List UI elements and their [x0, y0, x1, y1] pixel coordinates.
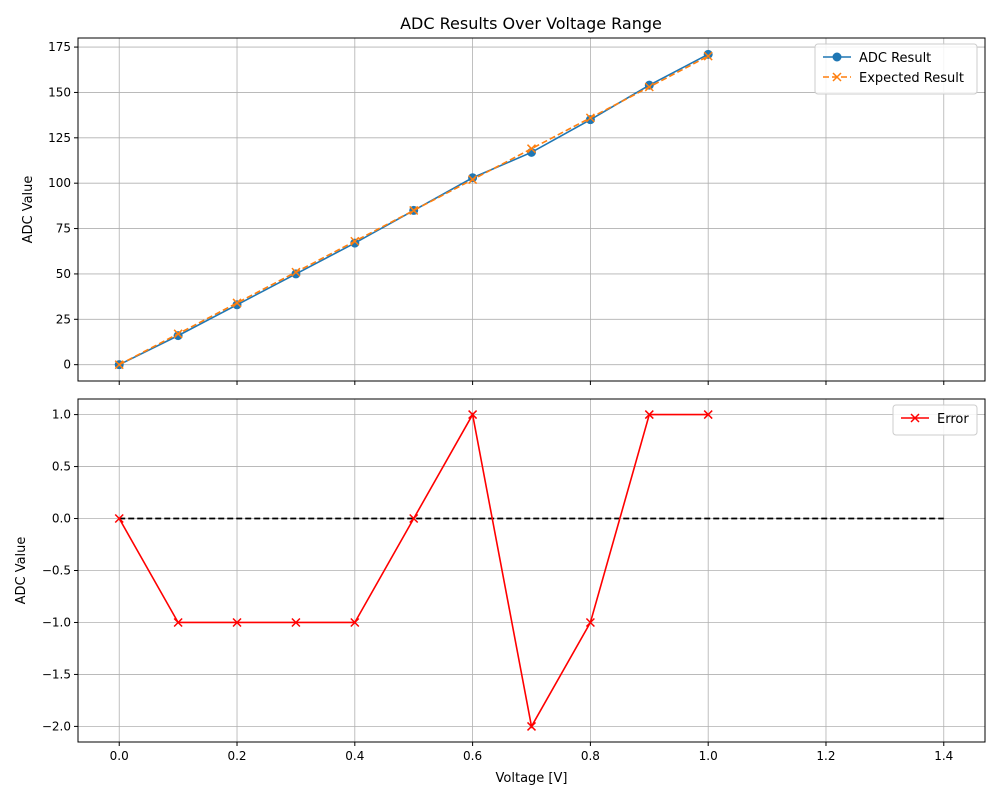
y-tick-label: 150 [48, 85, 71, 99]
data-point [291, 267, 301, 277]
x-tick-label: 1.4 [934, 749, 953, 763]
chart-title: ADC Results Over Voltage Range [400, 14, 662, 33]
grid [78, 38, 985, 381]
y-tick-label: −2.0 [42, 719, 71, 733]
y-tick-label: −0.5 [42, 564, 71, 578]
legend-label: ADC Result [859, 51, 931, 66]
data-point [409, 205, 419, 215]
legend-marker [832, 72, 842, 82]
y-tick-label: −1.5 [42, 667, 71, 681]
data-point [291, 617, 301, 628]
x-tick-label: 1.2 [816, 749, 835, 763]
grid [78, 399, 985, 742]
series-line [118, 55, 709, 366]
data-point [703, 410, 713, 420]
data-point [468, 410, 478, 420]
y-tick-label: 0.5 [52, 460, 71, 474]
y-tick-label: 50 [56, 267, 71, 281]
data-point [703, 51, 713, 61]
ticks: 0 25 50 75 100 125 150 175 [48, 40, 945, 385]
x-axis-label: Voltage [V] [496, 771, 568, 786]
x-tick-label: 0.8 [581, 749, 600, 763]
x-tick-label: 0.2 [227, 749, 246, 763]
data-point [114, 513, 124, 524]
series-error [114, 410, 713, 731]
legend-label: Expected Result [859, 71, 964, 86]
data-point [409, 513, 419, 524]
y-axis-label: ADC Value [21, 176, 36, 244]
data-point [468, 175, 478, 185]
y-tick-label: 1.0 [52, 408, 71, 422]
x-tick-label: 0.6 [463, 749, 482, 763]
y-tick-label: 175 [48, 40, 71, 54]
data-point [644, 410, 654, 420]
legend-entry: Expected Result [823, 71, 964, 86]
legend-label: Error [937, 412, 969, 427]
data-point [526, 144, 537, 154]
data-point [232, 617, 242, 628]
y-axis-label: ADC Value [14, 537, 29, 605]
data-point [114, 360, 124, 370]
y-tick-label: 0 [63, 358, 71, 372]
data-point [585, 113, 595, 123]
y-tick-label: 100 [48, 176, 71, 190]
data-point [526, 721, 537, 731]
y-tick-label: 75 [56, 222, 71, 236]
legend-marker [910, 413, 920, 423]
data-point [232, 298, 242, 308]
plot-frame [77, 37, 986, 382]
bottom-panel: 0.0 0.2 0.4 0.6 0.8 1.0 1.2 1.4 1.0 0.5 0.0 −0.5 −1.… [14, 398, 986, 786]
top-panel: 0 25 50 75 100 125 150 175 ADC Value ADC Result Ex… [21, 37, 986, 385]
x-tick-label: 1.0 [699, 749, 718, 763]
series-expected-result [114, 51, 713, 370]
x-tick-label: 0.4 [345, 749, 364, 763]
y-tick-label: 125 [48, 131, 71, 145]
legend-entry: ADC Result [823, 51, 931, 66]
legend: Error [892, 404, 978, 436]
legend: ADC Result Expected Result [814, 43, 978, 95]
x-tick-label: 0.0 [110, 749, 129, 763]
data-point [173, 617, 183, 628]
y-tick-label: 0.0 [52, 512, 71, 526]
y-tick-label: −1.0 [42, 615, 71, 629]
data-point [350, 617, 360, 628]
data-point [585, 617, 595, 628]
legend-box [892, 404, 978, 436]
legend-box [814, 43, 978, 95]
data-point [703, 49, 713, 59]
ticks: 0.0 0.2 0.4 0.6 0.8 1.0 1.2 1.4 1.0 0.5 0.0 −0.5 −1.… [42, 408, 953, 763]
legend-marker [832, 52, 842, 62]
data-point [350, 236, 360, 246]
data-point [644, 82, 654, 92]
legend-entry: Error [901, 412, 969, 427]
data-point [173, 329, 183, 339]
y-tick-label: 25 [56, 312, 71, 326]
